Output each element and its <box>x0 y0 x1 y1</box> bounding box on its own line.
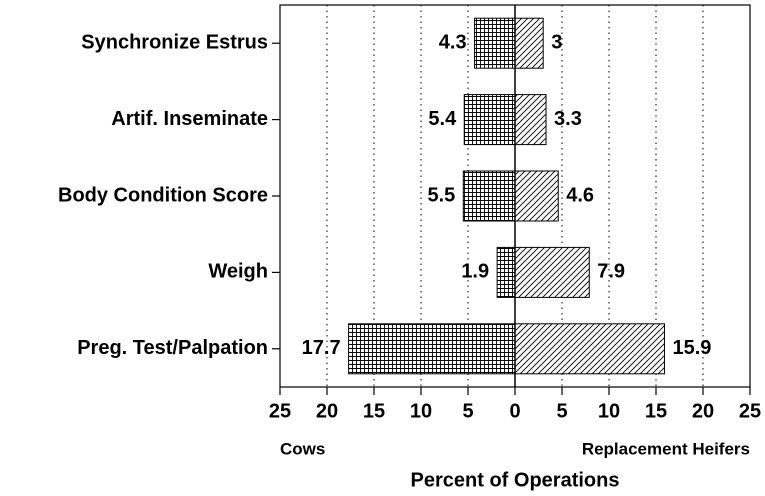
category-label: Synchronize Estrus <box>81 31 268 53</box>
x-tick-label: 10 <box>410 400 432 422</box>
x-tick-label: 20 <box>692 400 714 422</box>
category-label: Preg. Test/Palpation <box>77 337 268 359</box>
category-label: Weigh <box>208 261 268 283</box>
x-tick-label: 0 <box>509 400 520 422</box>
x-tick-label: 15 <box>645 400 667 422</box>
x-tick-label: 15 <box>363 400 385 422</box>
x-tick-label: 5 <box>462 400 473 422</box>
bar <box>514 323 665 375</box>
bar <box>496 246 516 298</box>
value-label: 17.7 <box>302 337 341 359</box>
value-label: 7.9 <box>597 261 625 283</box>
bar <box>462 170 516 222</box>
bar <box>514 246 590 298</box>
value-label: 5.4 <box>428 108 457 130</box>
value-label: 3.3 <box>554 108 582 130</box>
x-tick-label: 5 <box>556 400 567 422</box>
bar <box>474 17 516 69</box>
value-label: 1.9 <box>461 261 489 283</box>
value-label: 15.9 <box>672 337 711 359</box>
bar <box>463 94 516 146</box>
legend-right: Replacement Heifers <box>582 439 750 458</box>
x-tick-label: 25 <box>269 400 291 422</box>
x-tick-label: 10 <box>598 400 620 422</box>
category-label: Artif. Inseminate <box>111 108 268 130</box>
bar <box>348 323 516 375</box>
value-label: 5.5 <box>427 184 455 206</box>
x-axis-title: Percent of Operations <box>411 469 620 491</box>
bar <box>514 170 559 222</box>
x-tick-label: 25 <box>739 400 761 422</box>
bar <box>514 94 547 146</box>
legend-left: Cows <box>280 439 325 458</box>
x-tick-label: 20 <box>316 400 338 422</box>
value-label: 4.3 <box>439 31 467 53</box>
value-label: 3 <box>551 31 562 53</box>
category-label: Body Condition Score <box>58 184 268 206</box>
bar <box>514 17 544 69</box>
value-label: 4.6 <box>566 184 594 206</box>
